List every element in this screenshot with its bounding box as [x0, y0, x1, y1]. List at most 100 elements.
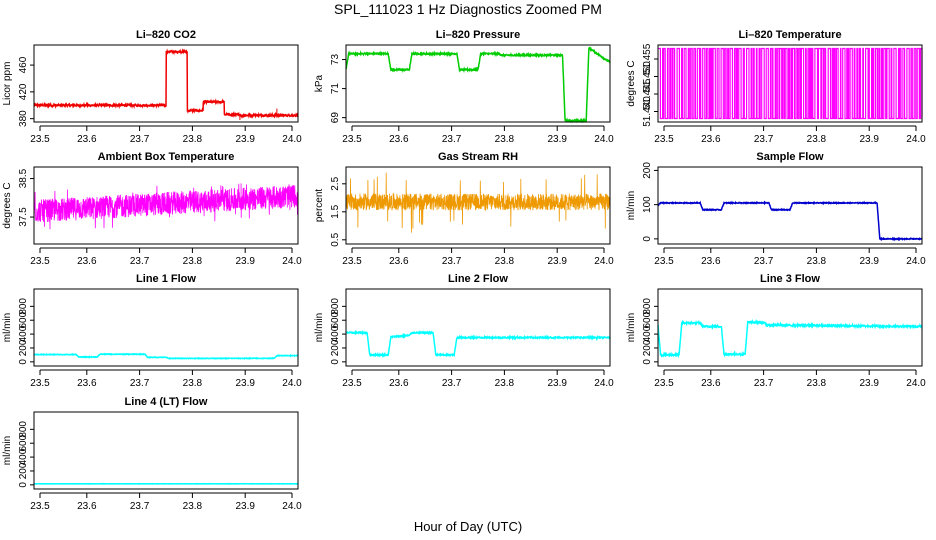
- plot-frame: [345, 166, 611, 245]
- x-tick-label: 23.9: [547, 256, 567, 267]
- x-tick-label: 23.5: [654, 256, 674, 267]
- x-axis: 23.5 23.6 23.7 23.8 23.9 24.0: [654, 247, 926, 267]
- y-tick-label: 0: [18, 359, 29, 365]
- plot-frame: [33, 288, 299, 367]
- y-tick-label: 200: [330, 339, 341, 356]
- y-tick-label: 0: [330, 359, 341, 365]
- x-axis: 23.5 23.6 23.7 23.8 23.9 24.0: [654, 125, 926, 145]
- y-tick-label: 2.5: [330, 176, 341, 190]
- x-tick-label: 23.9: [235, 501, 255, 512]
- y-tick-label: 0: [642, 359, 653, 365]
- x-tick-label: 23.6: [77, 501, 97, 512]
- panel-title: Line 2 Flow: [448, 273, 508, 285]
- x-tick-label: 23.7: [130, 378, 150, 389]
- x-tick-label: 23.9: [859, 256, 879, 267]
- x-tick-label: 23.9: [235, 378, 255, 389]
- y-tick-label: 200: [642, 339, 653, 356]
- data-line: [345, 172, 611, 233]
- panel-title: Li–820 CO2: [136, 29, 196, 41]
- y-tick-label: 100: [642, 196, 653, 213]
- x-tick-label: 23.9: [859, 134, 879, 145]
- series-line-1: [33, 352, 299, 361]
- data-line: [345, 46, 611, 124]
- series-pressure: [345, 46, 611, 124]
- plot-frame: [33, 411, 299, 490]
- x-axis: 23.5 23.6 23.7 23.8 23.9 24.0: [342, 247, 614, 267]
- x-tick-label: 23.6: [389, 134, 409, 145]
- y-axis: 69 71 73: [330, 54, 346, 124]
- x-tick-label: 23.6: [701, 256, 721, 267]
- panel-title: Line 1 Flow: [136, 273, 196, 285]
- y-tick-label: 600: [18, 311, 29, 328]
- x-axis: 23.5 23.6 23.7 23.8 23.9 24.0: [342, 369, 614, 389]
- x-tick-label: 23.7: [442, 378, 462, 389]
- y-tick-label: 51.440: [642, 96, 653, 127]
- x-axis: 23.5 23.6 23.7 23.8 23.9 24.0: [30, 492, 302, 512]
- panel-title: Li–820 Temperature: [738, 29, 841, 41]
- panel-line3: Line 3 Flow ml/min 23.5 23.6 23.7 23.8 23.9 24.…: [626, 273, 926, 389]
- y-tick-label: 69: [330, 112, 341, 124]
- y-tick-label: 420: [18, 83, 29, 100]
- y-tick-label: 380: [18, 110, 29, 127]
- y-tick-label: 200: [642, 162, 653, 179]
- plot-frame: [33, 44, 299, 123]
- x-tick-label: 23.8: [183, 134, 203, 145]
- panel-ambient_box: Ambient Box Temperature degrees C 23.5 23.6…: [2, 151, 302, 267]
- x-tick-label: 24.0: [906, 256, 926, 267]
- x-axis: 23.5 23.6 23.7 23.8 23.9 24.0: [30, 247, 302, 267]
- x-tick-label: 24.0: [282, 501, 302, 512]
- x-tick-label: 23.7: [130, 134, 150, 145]
- y-axis: 0.5 1.5 2.5: [330, 176, 346, 247]
- panel-rh: Gas Stream RH percent 23.5 23.6 23.7 23.8 23.9…: [314, 151, 614, 267]
- y-tick-label: 800: [330, 298, 341, 315]
- y-tick-label: 71: [330, 83, 341, 95]
- panel-title: Line 4 (LT) Flow: [125, 396, 208, 408]
- x-tick-label: 23.6: [77, 378, 97, 389]
- x-tick-label: 23.9: [547, 378, 567, 389]
- panel-line2: Line 2 Flow ml/min 23.5 23.6 23.7 23.8 23.9 24.…: [314, 273, 614, 389]
- y-axis-label: ml/min: [2, 313, 13, 342]
- series-box-temp: [33, 183, 299, 230]
- y-tick-label: 800: [18, 421, 29, 438]
- x-tick-label: 23.7: [442, 134, 462, 145]
- x-tick-label: 23.8: [183, 501, 203, 512]
- plot-frame: [345, 44, 611, 123]
- panel-title: Line 3 Flow: [760, 273, 820, 285]
- y-tick-label: 400: [18, 325, 29, 342]
- x-tick-label: 23.9: [235, 134, 255, 145]
- x-tick-label: 23.7: [130, 501, 150, 512]
- x-tick-label: 24.0: [594, 256, 614, 267]
- x-tick-label: 23.5: [30, 501, 50, 512]
- y-axis-label: ml/min: [314, 313, 325, 342]
- y-tick-label: 400: [642, 325, 653, 342]
- x-axis: 23.5 23.6 23.7 23.8 23.9 24.0: [654, 369, 926, 389]
- panel-title: Ambient Box Temperature: [98, 151, 235, 163]
- data-line: [658, 47, 923, 120]
- x-tick-label: 24.0: [906, 134, 926, 145]
- x-tick-label: 23.7: [130, 256, 150, 267]
- x-axis: 23.5 23.6 23.7 23.8 23.9 24.0: [342, 125, 614, 145]
- series-line-3: [657, 318, 923, 359]
- figure-title: SPL_111023 1 Hz Diagnostics Zoomed PM: [334, 1, 602, 17]
- figure-xlabel: Hour of Day (UTC): [414, 519, 522, 534]
- y-tick-label: 400: [18, 448, 29, 465]
- y-axis: 380 420 460: [18, 56, 34, 127]
- data-line: [33, 48, 299, 119]
- y-tick-label: 600: [642, 311, 653, 328]
- series-co2: [33, 48, 299, 120]
- y-tick-label: 51.450: [642, 61, 653, 92]
- x-tick-label: 23.7: [442, 256, 462, 267]
- y-tick-label: 800: [642, 298, 653, 315]
- y-tick-label: 600: [18, 434, 29, 451]
- y-axis: 0 100 200: [642, 162, 658, 242]
- y-axis-label: kPa: [314, 74, 325, 92]
- y-axis-label: degrees C: [626, 60, 637, 106]
- panel-line1: Line 1 Flow ml/min 23.5 23.6 23.7 23.8 23.9 24.…: [2, 273, 302, 389]
- x-tick-label: 24.0: [594, 378, 614, 389]
